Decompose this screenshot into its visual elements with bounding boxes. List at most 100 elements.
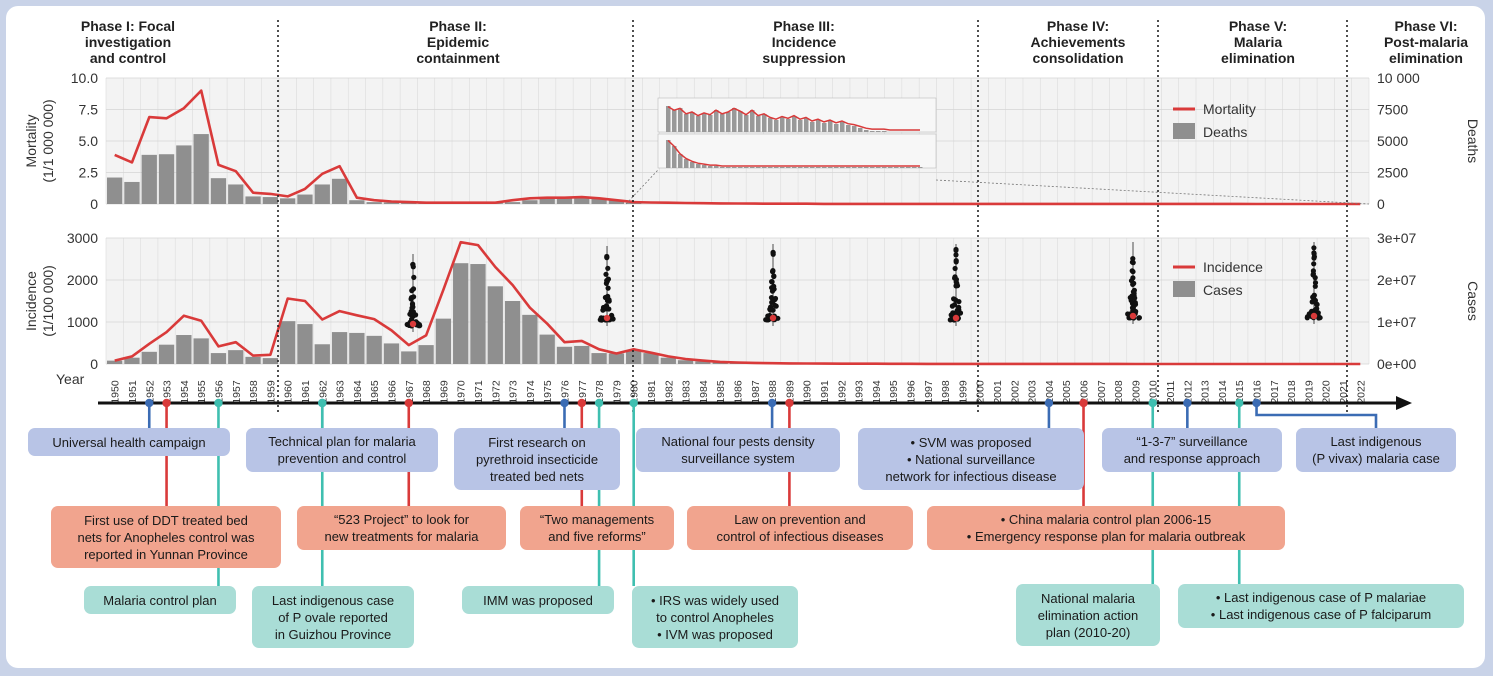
inset-bar (732, 108, 737, 132)
mortality-line (114, 89, 1361, 206)
year-tick-text: 1977 (577, 380, 589, 404)
event-box-last-malariae-falciparum: • Last indigenous case of P malariae • La… (1178, 584, 1464, 628)
y-tick-left: 1000 (67, 314, 98, 330)
event-text: “1-3-7” surveillance (1136, 434, 1248, 449)
event-text: pyrethroid insecticide (475, 451, 599, 467)
inset-bar (798, 167, 803, 168)
year-tick-label: 1991 (819, 380, 831, 404)
inset-bar (834, 124, 839, 132)
year-tick-text: 1991 (819, 380, 831, 404)
inset-bar (786, 167, 791, 168)
dot-inset-point (956, 299, 962, 305)
event-marker (1079, 398, 1088, 408)
year-tick-label: 1954 (179, 380, 191, 404)
year-tick-text: 1976 (559, 380, 571, 404)
legend-incidence-bar-label: Cases (1203, 282, 1243, 298)
dot-inset-point (952, 265, 958, 272)
cases-bar (297, 324, 313, 364)
inset-bar (678, 154, 683, 168)
year-tick-text: 1993 (854, 380, 866, 404)
year-tick-text: 2003 (1027, 380, 1039, 404)
cases-bar (401, 351, 417, 364)
inset-bar (864, 167, 869, 168)
event-marker (1252, 398, 1261, 408)
event-text: Last indigenous (1330, 434, 1422, 449)
inset-bar (768, 118, 773, 132)
phase-title: Phase IV: (1047, 18, 1109, 34)
inset-bar (708, 115, 713, 132)
deaths-bar (176, 145, 192, 204)
cases-bar (556, 346, 573, 364)
year-tick-text: 1994 (871, 380, 883, 404)
y-axis-label-line: Deaths (1465, 119, 1481, 163)
event-marker (1183, 398, 1192, 408)
inset-bar (870, 131, 875, 132)
dot-inset-point (769, 279, 775, 285)
year-tick-text: 1956 (213, 380, 225, 404)
year-tick-text: 1997 (923, 380, 935, 404)
event-text: • Last indigenous case of P malariae (1215, 590, 1427, 605)
dot-inset-point (603, 271, 609, 277)
year-tick-label: 1980 (629, 380, 641, 404)
year-tick-text: 1959 (265, 380, 277, 404)
year-tick-label: 1959 (265, 380, 277, 404)
year-tick-text: 2019 (1303, 380, 1315, 404)
inset-bar (846, 167, 851, 168)
year-tick-text: 1965 (369, 380, 381, 404)
dot-inset-point (1130, 269, 1136, 275)
phase-title: and control (90, 50, 166, 66)
year-tick-label: 1964 (352, 380, 364, 404)
inset-bar (684, 159, 689, 168)
year-tick-text: 1980 (629, 380, 641, 404)
year-tick-label: 1960 (283, 380, 295, 404)
deaths-bar (193, 134, 209, 204)
inset-bar (714, 110, 719, 132)
cases-bar (574, 345, 590, 364)
year-tick-text: 1952 (144, 380, 156, 404)
event-text: reported in Yunnan Province (84, 546, 248, 562)
dot-inset-point (409, 305, 415, 311)
inset-bar (852, 126, 857, 132)
phase-title: Malaria (1234, 34, 1282, 50)
inset-bar (876, 131, 881, 132)
year-tick-label: 1966 (386, 380, 398, 404)
phase-title: consolidation (1033, 50, 1124, 66)
year-tick-label: 1962 (317, 380, 329, 404)
year-tick-label: 1971 (473, 380, 485, 404)
dot-inset-point (603, 304, 610, 310)
dot-inset-point (770, 268, 776, 274)
year-tick-text: 2007 (1096, 380, 1108, 404)
phase-title: elimination (1221, 50, 1295, 66)
dot-inset-point (1130, 256, 1136, 262)
deaths-bar (504, 202, 521, 204)
cases-bar (539, 334, 555, 364)
inset-bar (756, 167, 761, 168)
y-tick-left: 0 (90, 196, 98, 212)
inset-bar (828, 121, 833, 132)
inset-connector (935, 179, 1370, 205)
year-tick-label: 1967 (404, 380, 416, 404)
dot-inset-point (1312, 275, 1318, 281)
y-tick-right: 2500 (1377, 165, 1408, 181)
year-tick-label: 1970 (456, 380, 468, 404)
event-text: in Guizhou Province (274, 626, 392, 642)
phase-title: Phase II: (429, 18, 487, 34)
event-marker (594, 398, 604, 408)
inset-bar (888, 167, 893, 168)
y-tick-right: 5000 (1377, 133, 1408, 149)
inset-bar (678, 108, 683, 132)
inset-bar (876, 167, 881, 168)
inset-bar (774, 167, 779, 168)
legend-mortality-bar-swatch (1173, 123, 1195, 139)
cases-bar (176, 335, 192, 364)
event-text: Last indigenous case (271, 592, 395, 608)
inset-bar (792, 116, 797, 132)
y-tick-right: 3e+07 (1377, 230, 1417, 246)
dot-inset-point (767, 307, 774, 313)
dot-inset-point (1311, 255, 1317, 261)
y-tick-right: 2e+07 (1377, 272, 1417, 288)
event-text: (P vivax) malaria case (1312, 451, 1440, 466)
year-tick-label: 1990 (802, 380, 814, 404)
deaths-bar (158, 154, 175, 204)
year-tick-text: 1983 (681, 380, 693, 404)
